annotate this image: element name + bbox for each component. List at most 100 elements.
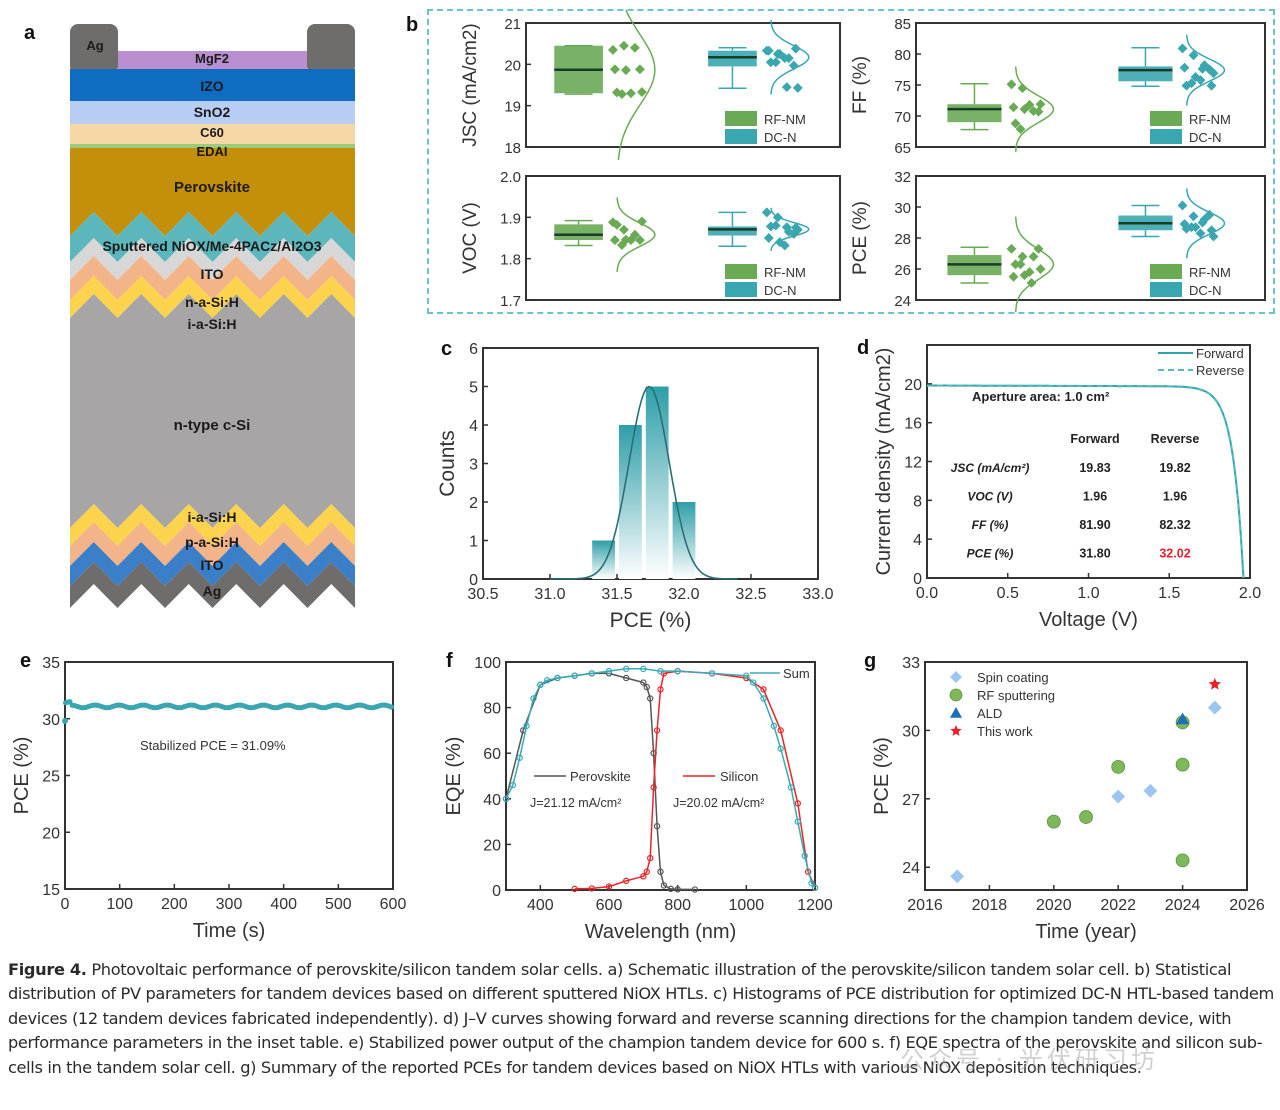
y-tick-label: 3 xyxy=(469,457,478,474)
label-edai: EDAI xyxy=(196,144,227,159)
data-point xyxy=(607,44,618,55)
label-n-asi: n-a-Si:H xyxy=(185,294,239,310)
data-point xyxy=(634,64,645,75)
y-tick-label: 1 xyxy=(469,534,478,551)
data-point xyxy=(1006,243,1017,254)
eqe-marker xyxy=(646,854,654,862)
panel-letter-d: d xyxy=(857,337,870,359)
chart-voc-boxplot: 1.7 1.8 1.9 2.0 VOC (V) RF-NM DC-N xyxy=(460,169,841,310)
data-point xyxy=(1188,50,1199,61)
y-tick-label: 4 xyxy=(469,418,478,435)
label-p-asi: p-a-Si:H xyxy=(185,534,239,550)
chart-pce-boxplot: 24 26 28 30 32 PCE (%) RF-NM DC-N xyxy=(850,169,1266,313)
eqe-marker xyxy=(640,665,647,673)
eqe-marker xyxy=(674,886,681,893)
htl-layer xyxy=(70,212,355,262)
data-point xyxy=(620,65,631,76)
perovskite-layer xyxy=(70,148,355,236)
x-tick-label: 600 xyxy=(380,896,407,913)
data-point xyxy=(1186,78,1197,89)
scatter-point-ald xyxy=(1176,712,1190,725)
eqe-marker xyxy=(516,754,523,761)
data-point xyxy=(636,216,647,227)
legend-label: DC-N xyxy=(764,283,797,298)
y-tick-label: 30 xyxy=(894,200,911,217)
eqe-marker xyxy=(808,879,815,887)
data-point xyxy=(1177,43,1188,54)
x-tick-label: 0.5 xyxy=(997,585,1019,602)
y-tick-label: 26 xyxy=(894,262,911,279)
y-tick-label: 75 xyxy=(894,78,911,95)
label-i-asi-top: i-a-Si:H xyxy=(188,316,237,332)
jv-curve-reverse xyxy=(927,384,1245,579)
table-forward-value: 19.83 xyxy=(1079,461,1110,475)
label-izo: IZO xyxy=(200,78,223,94)
legend-label: RF-NM xyxy=(764,112,806,127)
panel-a-schematic: a Ag MgF2 IZO SnO2 C60 EDAI Perovskite Sputtere… xyxy=(0,0,380,640)
label-mgf2: MgF2 xyxy=(195,51,229,66)
distribution-curve xyxy=(1014,216,1055,313)
y-tick-label: 40 xyxy=(483,792,501,809)
eqe-marker xyxy=(674,667,681,675)
eqe-marker xyxy=(554,674,561,682)
legend-swatch xyxy=(1150,129,1182,144)
chart-ff-boxplot: 65 70 75 80 85 FF (%) RF-NM DC-N xyxy=(850,16,1266,157)
distribution-curve xyxy=(770,207,810,252)
distribution-curve xyxy=(1185,34,1226,106)
ag-top-contact-right xyxy=(307,24,355,74)
data-point xyxy=(792,82,803,93)
eqe-marker xyxy=(509,781,517,789)
csi-wafer xyxy=(70,294,355,528)
chart-eqe-spectra: 0 20 40 60 80 100 400 600 800 1000 1200 Wavelength … xyxy=(443,655,833,943)
distribution-curve xyxy=(770,20,810,95)
eqe-marker xyxy=(588,670,596,677)
tandem-cell-schematic: Ag MgF2 IZO SnO2 C60 EDAI Perovskite Sputtered … xyxy=(70,24,355,608)
x-tick-label: 2024 xyxy=(1165,897,1201,914)
x-tick-label: 600 xyxy=(596,897,623,914)
x-axis-label: Time (year) xyxy=(1035,921,1136,943)
scatter-point-spin-coating xyxy=(1143,783,1158,798)
data-point xyxy=(1015,124,1026,134)
legend-label: ALD xyxy=(977,706,1002,721)
y-tick-label: 1.8 xyxy=(500,252,521,269)
data-point xyxy=(1186,222,1197,233)
x-tick-label: 0 xyxy=(61,896,70,913)
eqe-marker xyxy=(543,677,551,684)
data-point xyxy=(1028,251,1039,262)
y-tick-label: 35 xyxy=(42,655,60,672)
y-axis-label: FF (%) xyxy=(850,56,871,114)
y-axis-label: PCE (%) xyxy=(871,737,893,815)
x-tick-label: 400 xyxy=(270,896,297,913)
data-point xyxy=(1017,251,1028,262)
plot-frame xyxy=(924,661,1248,891)
plot-frame xyxy=(525,22,841,148)
legend-swatch xyxy=(725,264,757,279)
y-axis-label: VOC (V) xyxy=(460,202,481,274)
scatter-point-rf-sputtering xyxy=(1175,853,1190,868)
y-tick-label: 30 xyxy=(42,712,60,729)
y-tick-label: 6 xyxy=(469,341,478,358)
y-tick-label: 85 xyxy=(894,16,911,33)
table-forward-value: 1.96 xyxy=(1083,490,1107,504)
y-tick-label: 0 xyxy=(469,572,478,589)
table-forward-value: 31.80 xyxy=(1079,547,1110,561)
data-point xyxy=(1008,271,1019,282)
panel-letter-a: a xyxy=(24,22,36,44)
box-rf-nm xyxy=(554,224,603,241)
eqe-marker xyxy=(657,868,664,875)
legend-label: Sum xyxy=(783,666,810,681)
eqe-marker xyxy=(794,818,802,825)
box-dc-n xyxy=(708,226,757,236)
legend-marker xyxy=(950,725,962,736)
plot-frame xyxy=(505,661,816,891)
table-param: FF (%) xyxy=(972,518,1009,532)
scatter-point-rf-sputtering xyxy=(1079,810,1093,824)
y-tick-label: 2.0 xyxy=(500,169,521,186)
legend-label: DC-N xyxy=(1189,130,1222,145)
x-tick-label: 2016 xyxy=(907,897,943,914)
legend-label: Reverse xyxy=(1196,363,1244,378)
eqe-marker xyxy=(643,683,650,691)
eqe-marker xyxy=(760,686,767,693)
data-point xyxy=(625,88,636,99)
eqe-marker xyxy=(801,852,808,859)
